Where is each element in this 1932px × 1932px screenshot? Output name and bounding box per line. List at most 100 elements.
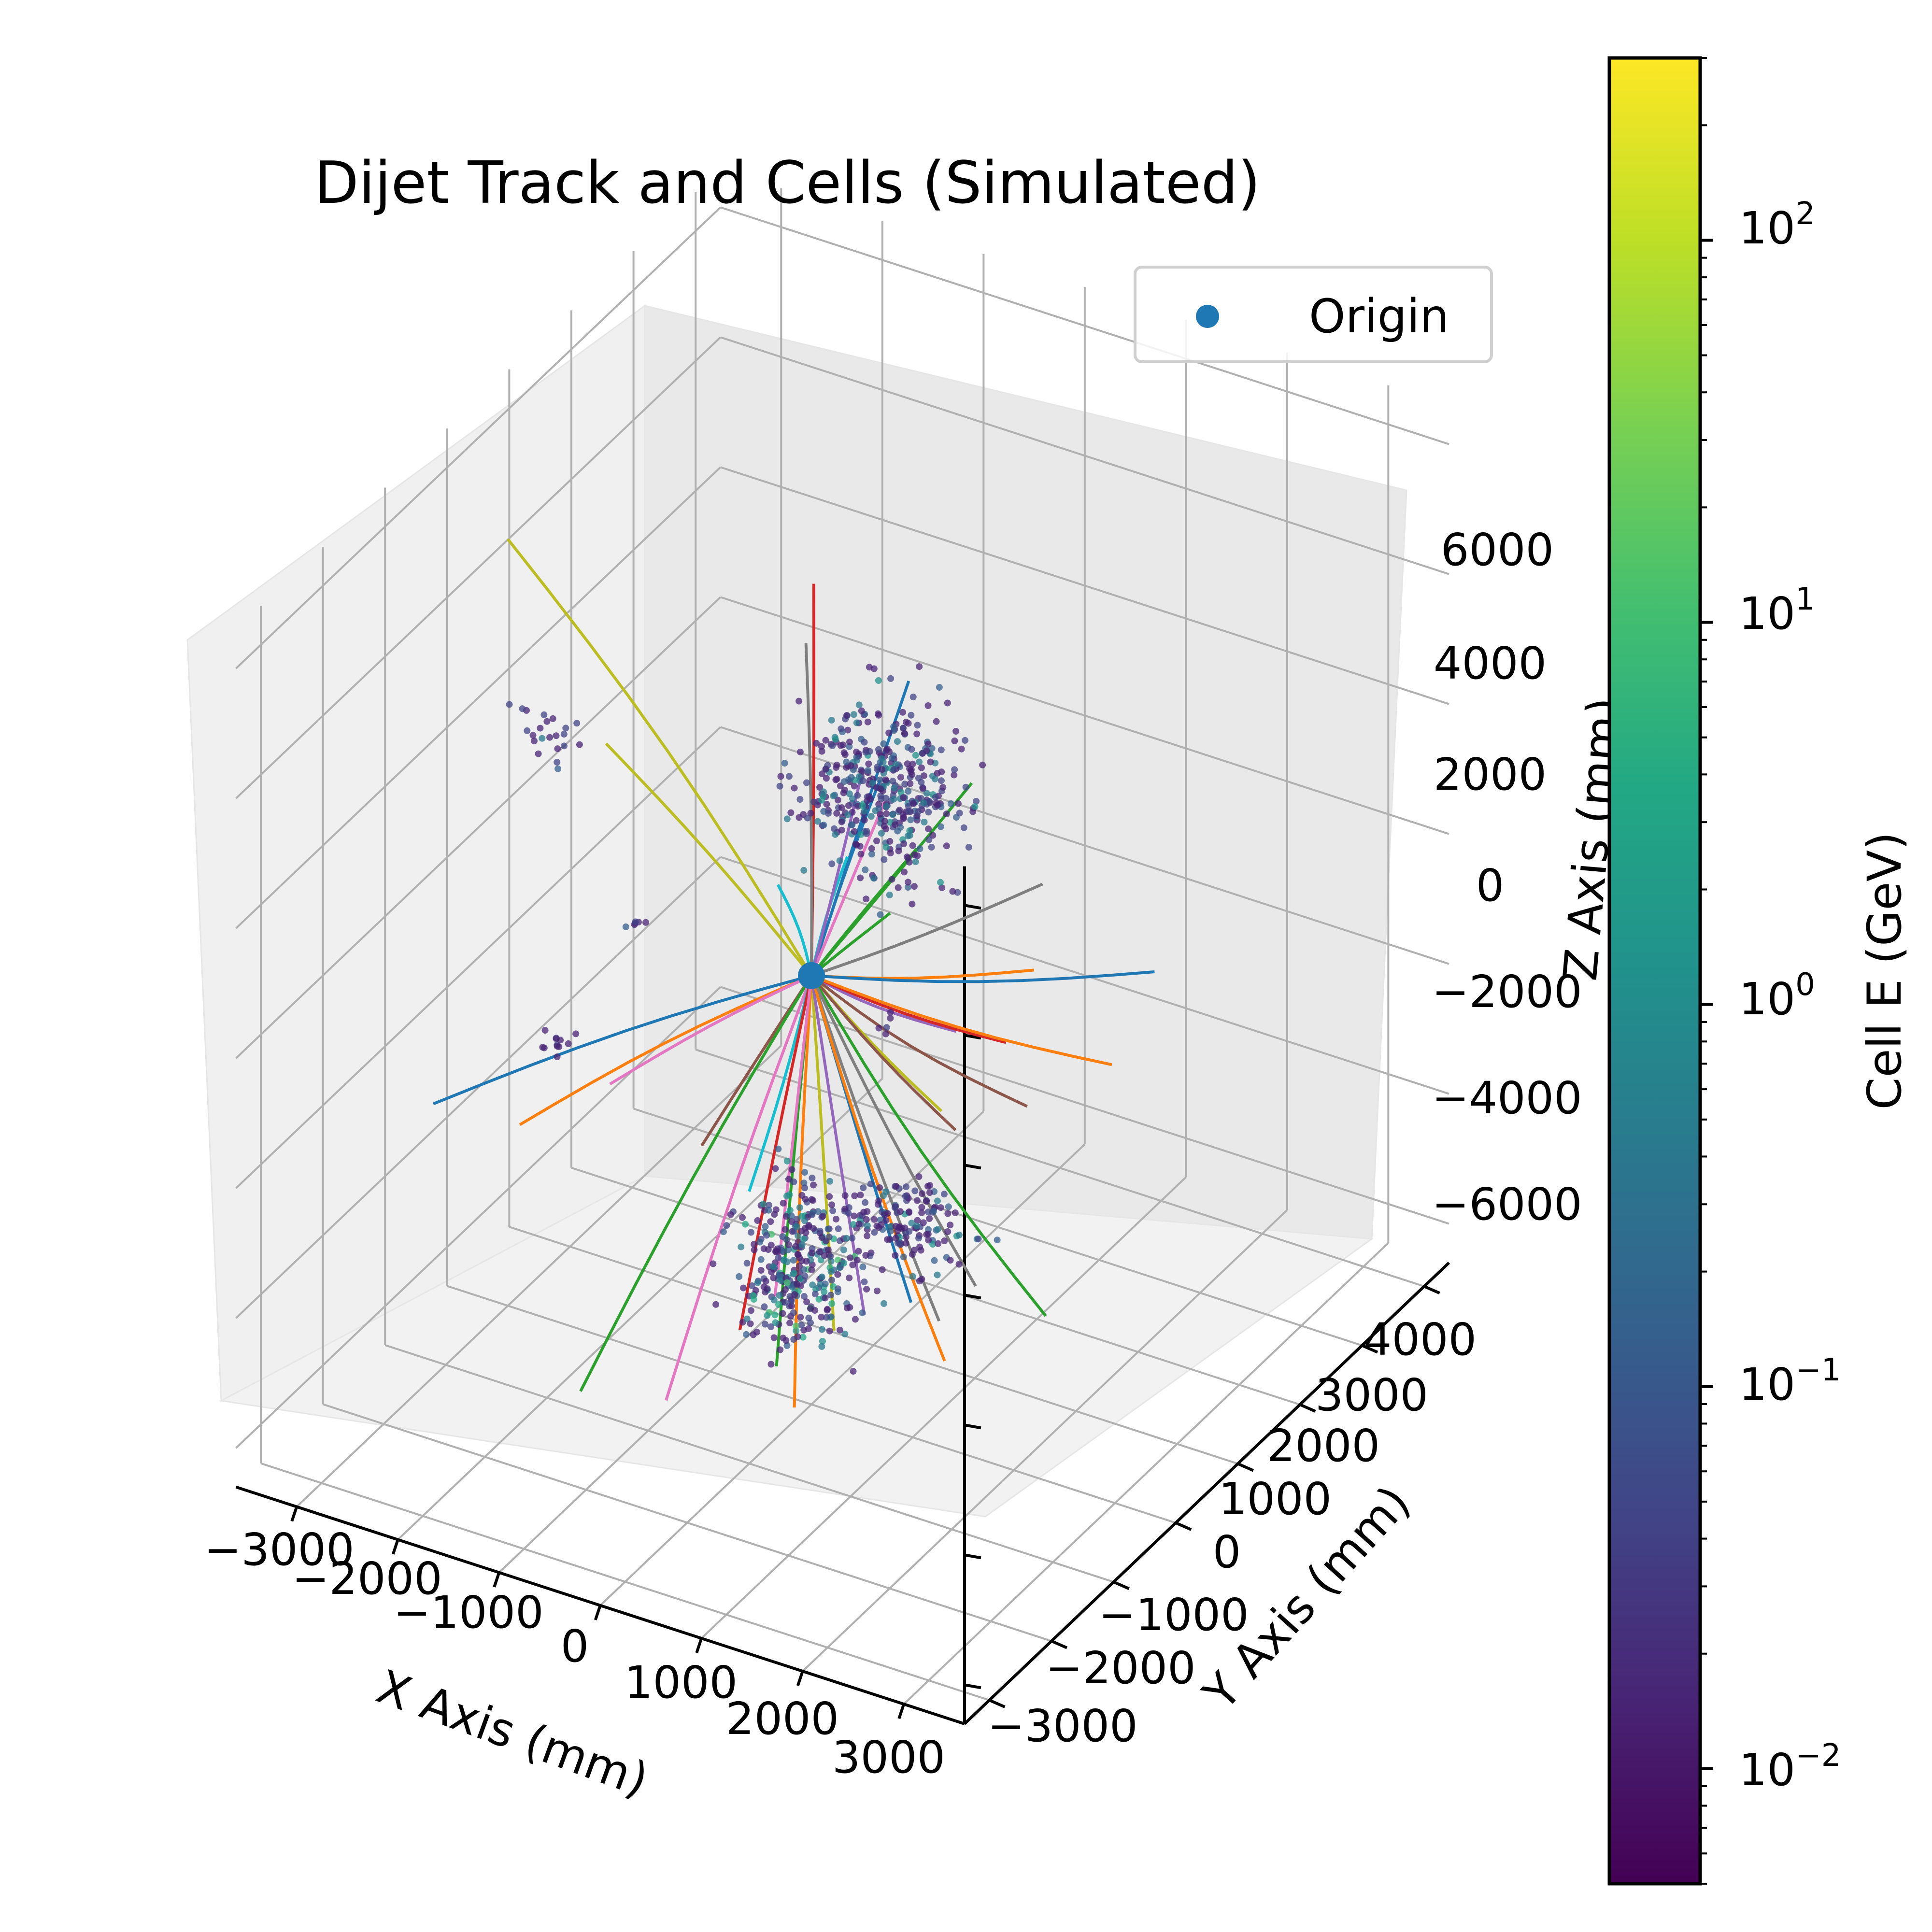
z-tick-label: −6000 <box>1432 1179 1582 1230</box>
cell-point <box>913 730 921 738</box>
cell-point <box>783 1157 791 1165</box>
cell-point <box>780 1200 787 1207</box>
cell-point <box>796 814 803 821</box>
cell-point <box>769 1263 777 1270</box>
cell-point <box>909 694 917 700</box>
track <box>773 975 813 1297</box>
cell-point <box>791 784 798 792</box>
cell-point <box>969 808 977 815</box>
cell-point <box>740 1284 747 1292</box>
cell-point <box>867 1180 874 1188</box>
cell-point <box>882 795 890 802</box>
track <box>810 848 918 977</box>
cell-point <box>810 1197 817 1204</box>
cell-point <box>860 1184 867 1192</box>
cell-point <box>786 1207 794 1214</box>
cell-point <box>836 857 843 865</box>
cell-point <box>833 776 840 782</box>
cell-point <box>848 774 855 781</box>
cell-point <box>747 1320 754 1327</box>
cell-point <box>882 844 890 851</box>
cell-point <box>838 725 845 732</box>
cell-point <box>761 1303 768 1310</box>
cell-point <box>907 780 914 787</box>
cell-point <box>865 760 872 767</box>
cell-point <box>884 1236 891 1243</box>
cell-point <box>940 1191 948 1198</box>
z-tick <box>964 1683 981 1690</box>
cell-point <box>794 1216 801 1222</box>
cell-point <box>880 740 887 747</box>
cell-point <box>823 1314 830 1321</box>
cell-point <box>859 802 866 810</box>
cell-point <box>855 701 863 709</box>
x-tick-label: −2000 <box>292 1553 442 1605</box>
y-tick <box>989 1699 1006 1708</box>
z-tick <box>964 1293 981 1300</box>
cell-point <box>936 684 943 691</box>
cell-point <box>937 879 944 886</box>
cell-point <box>524 727 531 734</box>
cell-point <box>859 777 867 784</box>
grid-line <box>235 986 722 1449</box>
z-tick <box>964 1553 981 1560</box>
cell-point <box>796 748 804 755</box>
cell-point <box>765 1202 772 1209</box>
cell-point <box>881 823 888 830</box>
cell-point <box>891 784 898 792</box>
cell-point <box>832 736 839 743</box>
cell-point <box>846 1274 853 1281</box>
cell-point <box>934 1271 941 1279</box>
legend-label-origin: Origin <box>1309 289 1449 343</box>
cell-point <box>888 754 895 762</box>
cell-point <box>554 1043 561 1050</box>
cell-point <box>875 805 882 812</box>
cell-point <box>909 760 916 767</box>
z-tick <box>964 904 981 910</box>
cell-point <box>828 1277 835 1284</box>
cell-point <box>875 746 882 753</box>
cell-point <box>796 796 804 803</box>
y-tick-label: −2000 <box>1045 1642 1195 1694</box>
cell-point <box>794 1250 801 1258</box>
cell-point <box>720 1228 727 1236</box>
cell-point <box>933 718 940 725</box>
cell-point <box>919 785 926 792</box>
cell-point <box>918 779 925 786</box>
cell-point <box>900 724 907 732</box>
cell-point <box>828 717 835 724</box>
cell-point <box>955 1261 963 1268</box>
track <box>609 974 812 1085</box>
cell-point <box>897 789 905 796</box>
cell-point <box>921 819 928 825</box>
cell-point <box>836 1326 843 1334</box>
grid-line <box>903 1242 1389 1705</box>
cell-point <box>807 1305 814 1312</box>
cell-point <box>808 1250 815 1257</box>
cell-point <box>858 707 865 714</box>
cell-point <box>817 1280 824 1288</box>
cell-point <box>914 852 921 859</box>
cell-point <box>944 1210 952 1217</box>
cell-point <box>818 743 825 750</box>
cell-point <box>743 1315 751 1322</box>
cell-point <box>882 1217 890 1224</box>
cell-point <box>874 1287 881 1294</box>
cell-point <box>849 1235 856 1242</box>
cell-point <box>546 734 554 741</box>
cell-point <box>994 1236 1001 1244</box>
cell-point <box>971 803 979 810</box>
cell-point <box>809 1281 816 1289</box>
grid-line <box>296 1045 782 1508</box>
cell-point <box>840 1260 847 1267</box>
grid-line <box>700 1176 1187 1639</box>
cell-point <box>902 1239 909 1247</box>
cell-point <box>937 1204 944 1211</box>
cell-point <box>543 718 551 725</box>
cell-point <box>739 1214 746 1221</box>
cell-point <box>870 1216 878 1223</box>
cell-point <box>790 1336 797 1343</box>
cell-point <box>781 1299 789 1306</box>
cell-point <box>882 1188 890 1195</box>
cell-point <box>539 735 546 742</box>
